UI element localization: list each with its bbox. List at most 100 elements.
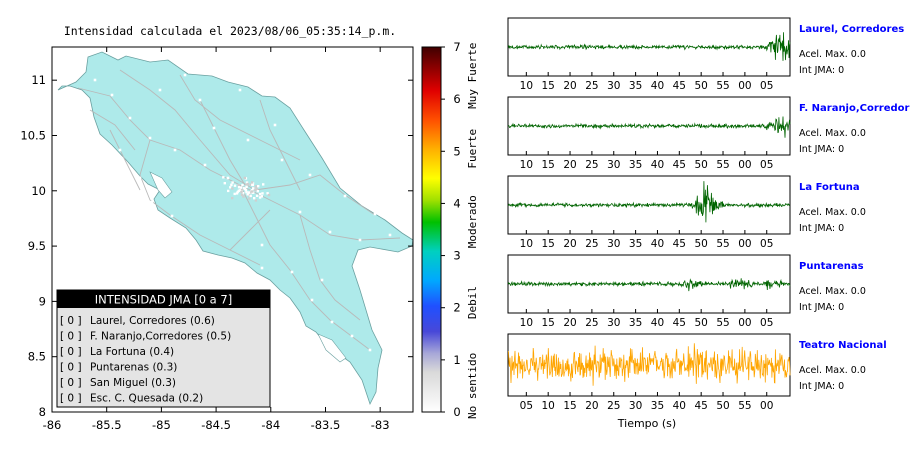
town-marker <box>170 214 174 218</box>
urban-marker <box>239 186 243 189</box>
town-marker <box>388 233 392 237</box>
road-11 <box>259 99 301 191</box>
station-name: Teatro Nacional <box>799 340 887 351</box>
urban-marker <box>222 176 225 179</box>
time-tick-label: 45 <box>673 80 686 92</box>
legend-item-intensity: [ 0 ] <box>60 377 82 389</box>
time-tick-label: 45 <box>673 317 686 329</box>
colorbar-category-label: No sentido <box>466 353 479 419</box>
town-marker <box>368 348 372 352</box>
station-jma: Int JMA: 0 <box>799 144 844 155</box>
time-tick-label: 35 <box>629 159 642 171</box>
town-marker <box>246 138 250 142</box>
time-tick-label: 05 <box>760 159 773 171</box>
road-3 <box>239 184 371 351</box>
urban-marker <box>246 193 249 196</box>
urban-marker <box>253 197 256 200</box>
time-tick-label: 05 <box>520 400 533 412</box>
lon-tick-label: -86 <box>43 418 62 432</box>
urban-marker <box>241 192 245 195</box>
urban-marker <box>242 187 246 190</box>
time-tick-label: 30 <box>629 400 642 412</box>
legend-item-label: San Miguel (0.3) <box>90 377 176 389</box>
legend-header-text: INTENSIDAD JMA [0 a 7] <box>95 293 232 307</box>
waveform-panel: 05 10 15 20 25 30 35 40 45 50 55 00 Teatro Nacional A… <box>507 333 887 412</box>
time-tick-label: 55 <box>738 400 751 412</box>
urban-marker <box>245 183 248 186</box>
waveform-trace <box>507 278 791 292</box>
legend-header <box>57 290 270 308</box>
urban-marker <box>266 192 269 195</box>
town-marker <box>148 136 152 140</box>
urban-marker <box>249 183 252 186</box>
station-name: Laurel, Corredores <box>799 24 904 35</box>
urban-marker <box>246 182 249 186</box>
town-marker <box>280 158 284 162</box>
lon-tick-label: -83.5 <box>311 418 341 432</box>
town-marker <box>320 278 324 282</box>
colorbar-ticks: 0 1 2 3 4 5 6 7 <box>441 40 461 419</box>
time-tick-label: 05 <box>760 317 773 329</box>
legend-item-intensity: [ 0 ] <box>60 331 82 343</box>
time-tick-label: 50 <box>694 80 707 92</box>
urban-marker <box>248 197 251 200</box>
legend-item-label: Esc. C. Quesada (0.2) <box>90 393 203 405</box>
legend-item-intensity: [ 0 ] <box>60 362 82 374</box>
station-jma: Int JMA: 0 <box>799 302 844 313</box>
town-marker <box>373 212 377 216</box>
urban-marker <box>244 188 247 192</box>
town-marker <box>150 200 154 204</box>
time-tick-label: 35 <box>629 317 642 329</box>
station-name: Puntarenas <box>799 261 864 272</box>
urban-marker <box>251 183 254 186</box>
urban-marker <box>236 190 239 194</box>
time-tick-label: 15 <box>541 238 554 250</box>
town-marker <box>212 126 216 130</box>
time-tick-label: 40 <box>651 317 664 329</box>
urban-marker <box>255 194 259 197</box>
time-tick-label: 25 <box>607 400 620 412</box>
urban-marker <box>240 188 244 192</box>
road-1 <box>119 69 256 191</box>
urban-marker <box>242 195 245 198</box>
time-tick-label: 00 <box>738 159 751 171</box>
urban-marker <box>254 188 257 192</box>
station-accel: Acel. Max. 0.0 <box>799 207 866 218</box>
town-marker <box>198 98 202 102</box>
waveform-panels: 10 15 20 25 30 35 40 45 50 55 00 05 Laurel, Corredor… <box>507 17 910 412</box>
time-tick-label: 45 <box>694 400 707 412</box>
road-4 <box>199 99 246 186</box>
legend-item-intensity: [ 0 ] <box>60 315 82 327</box>
urban-marker <box>249 191 252 194</box>
time-tick-label: 45 <box>673 159 686 171</box>
lon-tick-label: -85.5 <box>92 418 122 432</box>
lon-tick-label: -84 <box>261 418 280 432</box>
colorbar-tick-label: 5 <box>453 144 460 158</box>
colorbar-gradient <box>421 46 442 413</box>
town-marker <box>93 78 97 82</box>
town-marker <box>88 113 92 117</box>
urban-marker <box>261 192 264 195</box>
legend-item-label: F. Naranjo,Corredores (0.5) <box>90 331 231 343</box>
lat-tick-label: 10 <box>31 184 46 198</box>
urban-marker <box>251 190 254 193</box>
lon-tick-label: -84.5 <box>201 418 231 432</box>
town-marker <box>203 163 207 167</box>
time-tick-label: 55 <box>716 317 729 329</box>
urban-marker <box>227 189 230 193</box>
road-6 <box>179 74 301 161</box>
town-marker <box>183 73 187 77</box>
town-marker <box>350 334 354 338</box>
time-tick-label: 00 <box>738 317 751 329</box>
time-tick-label: 40 <box>651 80 664 92</box>
road-5 <box>254 174 376 216</box>
time-tick-label: 50 <box>694 159 707 171</box>
urban-marker <box>255 185 258 188</box>
colorbar-tick-label: 6 <box>453 92 460 106</box>
urban-marker <box>229 186 232 189</box>
town-marker <box>358 238 362 242</box>
road-0 <box>77 87 401 241</box>
time-tick-label: 00 <box>760 400 773 412</box>
town-marker <box>238 88 242 92</box>
